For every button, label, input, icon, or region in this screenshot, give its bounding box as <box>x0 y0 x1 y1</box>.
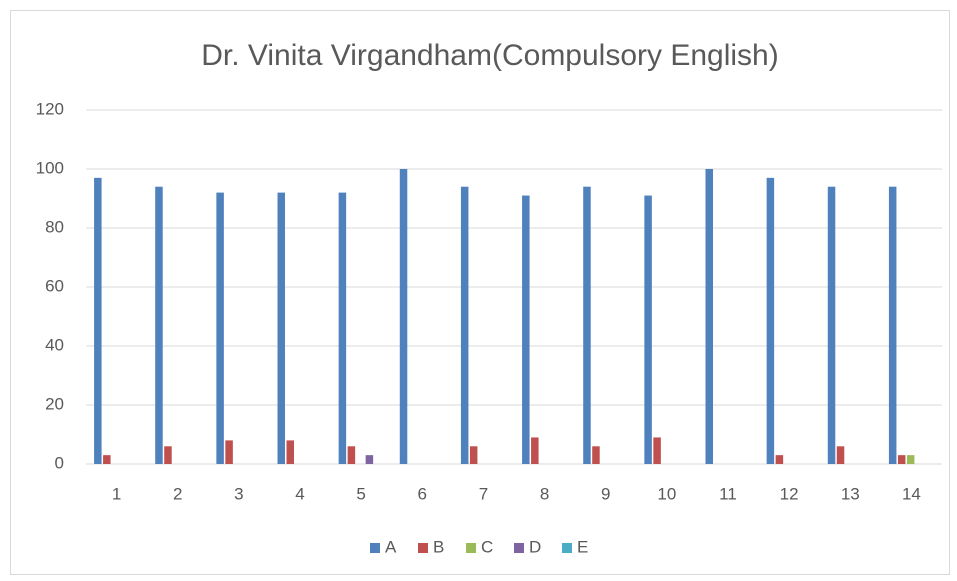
bar <box>225 440 233 464</box>
x-tick-label: 13 <box>841 484 860 503</box>
y-tick-label: 0 <box>55 453 64 472</box>
bar <box>460 186 469 464</box>
y-tick-label: 40 <box>45 335 64 354</box>
x-tick-label: 8 <box>540 484 549 503</box>
bar <box>531 437 539 464</box>
bar <box>164 446 172 464</box>
x-tick-label: 6 <box>418 484 427 503</box>
legend-swatch <box>370 543 380 553</box>
bar <box>766 177 775 464</box>
bar <box>906 455 915 464</box>
chart-title: Dr. Vinita Virgandham(Compulsory English… <box>201 39 779 72</box>
bar <box>592 446 600 464</box>
x-tick-label: 4 <box>295 484 304 503</box>
legend-swatch <box>466 543 476 553</box>
y-tick-label: 80 <box>45 217 64 236</box>
bar <box>347 446 356 464</box>
bar <box>155 186 163 464</box>
legend-label: C <box>481 537 493 556</box>
chart-border <box>10 10 950 575</box>
y-tick-label: 60 <box>45 276 64 295</box>
bar <box>338 192 347 464</box>
bar <box>897 455 906 464</box>
y-tick-label: 100 <box>36 158 64 177</box>
bar <box>583 186 591 464</box>
x-tick-label: 1 <box>112 484 121 503</box>
x-tick-label: 2 <box>173 484 182 503</box>
bar <box>705 169 713 464</box>
y-tick-label: 20 <box>45 394 64 413</box>
legend-label: A <box>385 537 397 556</box>
legend-label: E <box>577 537 588 556</box>
legend-swatch <box>418 543 428 553</box>
legend-swatch <box>562 543 572 553</box>
x-tick-label: 12 <box>780 484 799 503</box>
bar <box>277 192 285 464</box>
x-tick-label: 9 <box>601 484 610 503</box>
legend-label: B <box>433 537 444 556</box>
x-tick-label: 5 <box>356 484 365 503</box>
bar <box>888 186 897 464</box>
bar <box>399 169 408 464</box>
y-tick-label: 120 <box>36 99 64 118</box>
bar <box>775 455 784 464</box>
x-tick-label: 14 <box>902 484 921 503</box>
bar <box>522 195 530 465</box>
bar <box>94 177 102 464</box>
legend-swatch <box>514 543 524 553</box>
bar <box>103 455 111 464</box>
bar <box>653 437 661 464</box>
bar <box>216 192 224 464</box>
x-tick-label: 10 <box>657 484 676 503</box>
bar <box>286 440 294 464</box>
bar <box>836 446 845 464</box>
bar <box>469 446 478 464</box>
bar <box>365 455 374 464</box>
x-tick-label: 3 <box>234 484 243 503</box>
bar <box>644 195 652 465</box>
bar <box>827 186 836 464</box>
x-tick-label: 7 <box>479 484 488 503</box>
x-tick-label: 11 <box>719 484 737 503</box>
legend-label: D <box>529 537 541 556</box>
